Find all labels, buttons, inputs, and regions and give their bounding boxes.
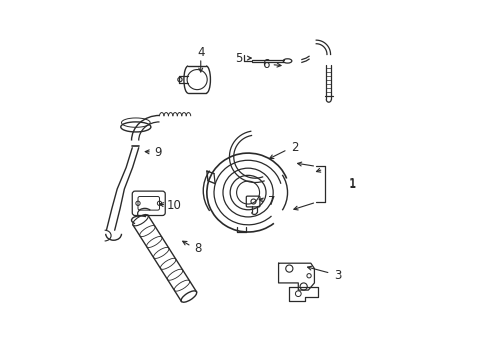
Text: 5: 5 <box>235 51 243 64</box>
Text: 3: 3 <box>333 269 341 282</box>
Text: 7: 7 <box>267 195 275 208</box>
Text: 1: 1 <box>347 178 355 191</box>
Text: 10: 10 <box>167 199 182 212</box>
Text: 4: 4 <box>197 46 204 59</box>
Text: 2: 2 <box>290 141 298 154</box>
Text: 1: 1 <box>347 177 355 190</box>
Text: 9: 9 <box>154 145 161 158</box>
Text: 6: 6 <box>262 58 269 71</box>
Text: 8: 8 <box>194 242 201 255</box>
